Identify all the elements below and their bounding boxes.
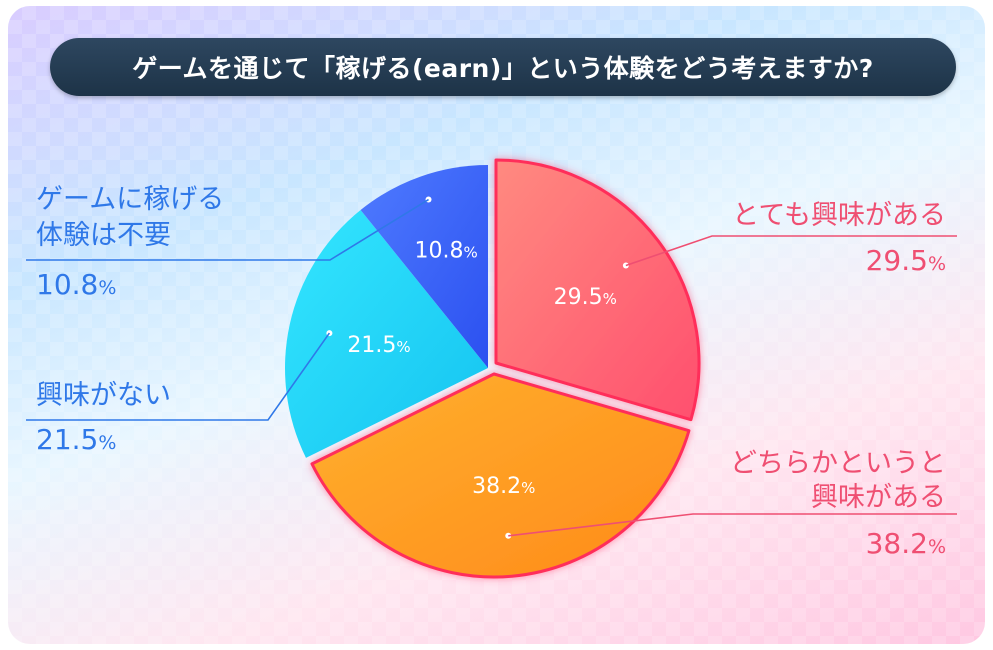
pie-slice bbox=[494, 158, 701, 422]
leader-line bbox=[26, 198, 429, 261]
slice-category-label: 体験は不要 bbox=[36, 220, 171, 251]
slice-value-label: 38.2% bbox=[472, 474, 535, 499]
slice-percent-label: 10.8% bbox=[36, 268, 116, 301]
pie-slice bbox=[360, 165, 488, 368]
chart-title: ゲームを通じて「稼げる(earn)」という体験をどう考えますか? bbox=[50, 38, 956, 96]
slice-category-label: どちらかというと bbox=[730, 448, 946, 479]
slice-percent-label: 29.5% bbox=[866, 244, 946, 277]
leader-line bbox=[508, 513, 957, 537]
leader-line bbox=[625, 235, 957, 267]
slice-value-label: 21.5% bbox=[347, 333, 410, 358]
slice-category-label: ゲームに稼げる bbox=[36, 184, 224, 215]
slice-category-label: 興味がない bbox=[36, 380, 171, 411]
slice-percent-label: 38.2% bbox=[866, 527, 946, 560]
slice-value-label: 10.8% bbox=[414, 238, 477, 263]
slice-percent-label: 21.5% bbox=[36, 423, 116, 456]
leader-line bbox=[26, 332, 331, 421]
pie-slice bbox=[284, 209, 488, 458]
slice-category-label: とても興味がある bbox=[732, 200, 946, 231]
slice-value-label: 29.5% bbox=[554, 285, 617, 310]
slice-category-label: 興味がある bbox=[811, 482, 946, 513]
